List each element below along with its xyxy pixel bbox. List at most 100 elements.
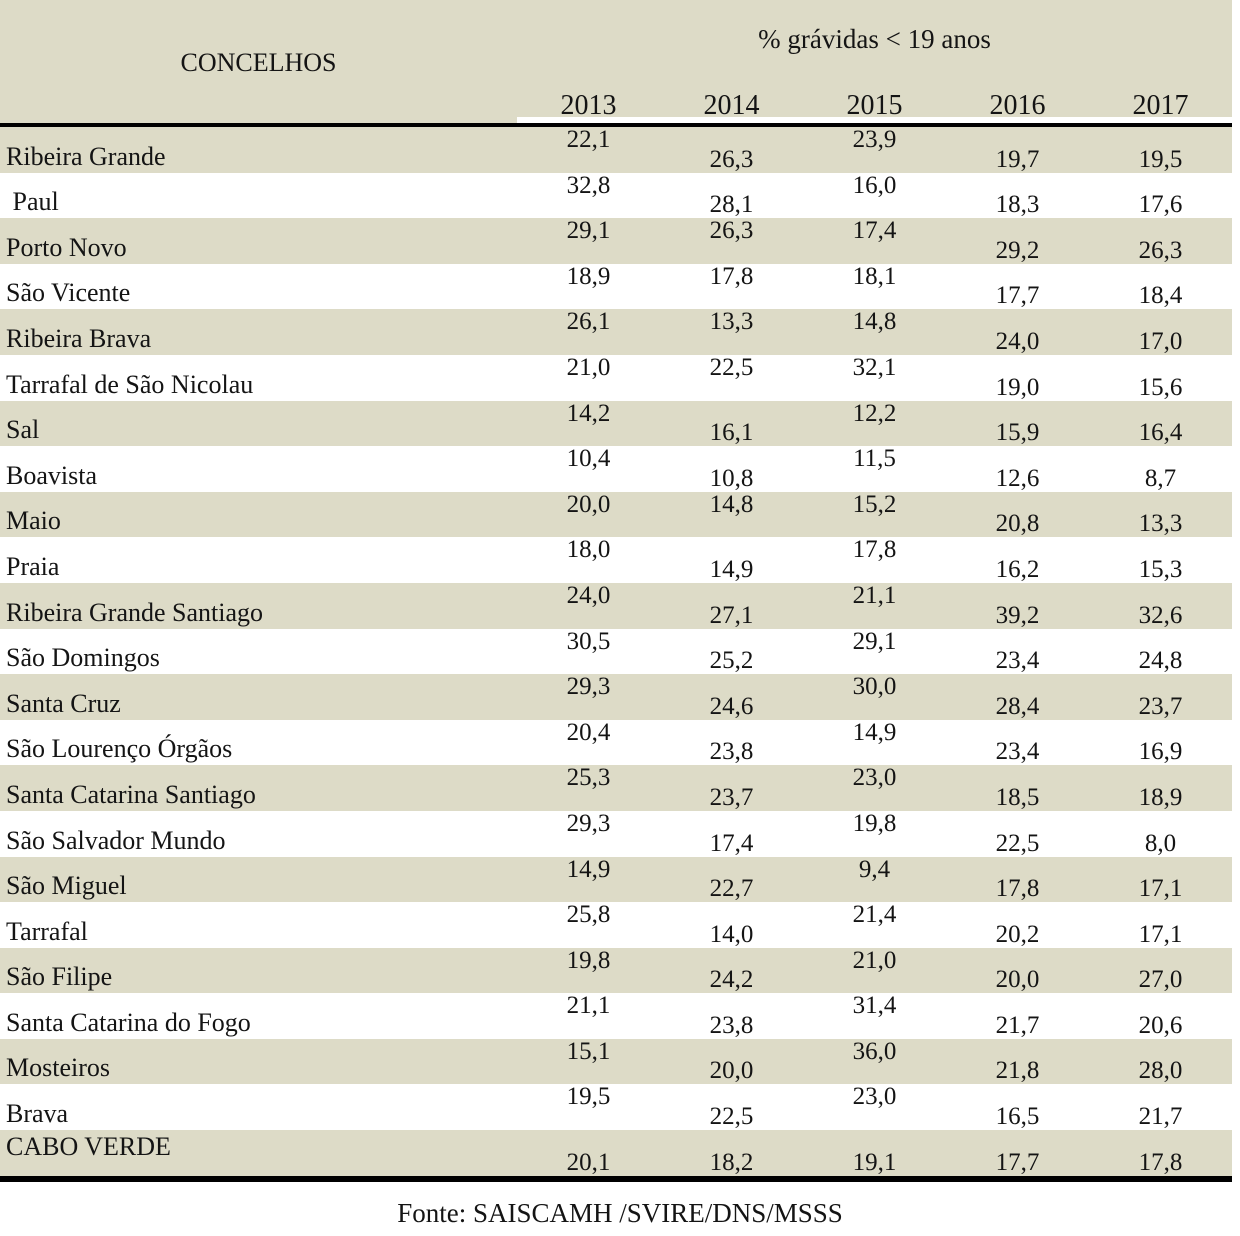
source-caption: Fonte: SAISCAMH /SVIRE/DNS/MSSS [397,1197,843,1228]
cell-value: 24,2 [709,966,754,994]
cell-value: 18,4 [1138,282,1183,310]
row-label: São Filipe [6,962,113,992]
value-cell: 20,8 [946,492,1089,538]
value-cell: 9,4 [803,857,946,903]
table-row: Ribeira Brava 26,1 13,3 14,8 24,0 17,0 [0,309,1232,355]
cell-value: 23,8 [709,738,754,766]
year-header-cell: 2014 [703,90,760,121]
table-row: Santa Catarina do Fogo 21,1 23,8 31,4 21,7 20… [0,993,1232,1039]
value-cell: 20,6 [1089,993,1232,1039]
value-cell: 36,0 [803,1039,946,1085]
row-label: Maio [6,506,61,536]
value-cell: 17,4 [660,811,803,857]
year-header-cell: 2013 [560,90,617,121]
value-cell: 15,9 [946,401,1089,447]
cell-value: 16,0 [852,171,897,199]
cell-value: 15,2 [852,490,897,518]
value-cell: 19,8 [517,948,660,994]
row-label: Boavista [6,460,97,490]
value-cell: 24,8 [1089,629,1232,675]
cell-value: 16,4 [1138,419,1183,447]
cell-value: 29,3 [566,673,611,701]
value-cell: 22,1 [517,127,660,173]
value-cell: 18,2 [660,1130,803,1176]
value-cell: 21,7 [946,993,1089,1039]
cell-value: 28,4 [995,692,1040,720]
cell-value: 29,3 [566,809,611,837]
row-label: Praia [6,551,60,581]
value-cell: 19,5 [517,1084,660,1130]
value-cell: 29,3 [517,674,660,720]
cell-value: 19,7 [995,145,1040,173]
row-label: Tarrafal [6,916,88,946]
row-label: Ribeira Grande [6,141,166,171]
value-cell: 30,0 [803,674,946,720]
cell-value: 23,0 [852,764,897,792]
row-label: São Vicente [6,278,131,308]
value-cell: 19,7 [946,127,1089,173]
value-cell: 32,6 [1089,583,1232,629]
cell-value: 8,7 [1144,464,1177,492]
row-label: Sal [6,415,40,445]
value-cell: 21,4 [803,902,946,948]
cell-value: 16,2 [995,555,1040,583]
cell-value: 14,9 [566,855,611,883]
value-cell: 26,3 [660,218,803,264]
cell-value: 18,3 [995,191,1040,219]
cell-value: 23,4 [995,647,1040,675]
cell-value: 16,5 [995,1103,1040,1131]
value-cell: 10,8 [660,446,803,492]
value-cell: 17,1 [1089,857,1232,903]
value-cell: 23,4 [946,720,1089,766]
value-cell: 26,1 [517,309,660,355]
value-cell: 20,4 [517,720,660,766]
value-cell: 21,8 [946,1039,1089,1085]
cell-value: 26,3 [1138,236,1183,264]
cell-value: 18,1 [852,262,897,290]
cell-value: 19,0 [995,373,1040,401]
cell-value: 24,6 [709,692,754,720]
cell-value: 16,1 [709,419,754,447]
cell-value: 26,3 [709,217,754,245]
value-cell: 8,0 [1089,811,1232,857]
value-cell: 17,6 [1089,173,1232,219]
cell-value: 19,1 [852,1148,897,1176]
row-label: Brava [6,1099,69,1129]
value-cell: 16,4 [1089,401,1232,447]
cell-value: 22,5 [995,829,1040,857]
value-cell: 16,9 [1089,720,1232,766]
table-header: % grávidas < 19 anos CONCELHOS 2013 2014… [0,0,1232,123]
value-cell: 14,8 [660,492,803,538]
cell-value: 20,1 [566,1148,611,1176]
value-cell: 16,0 [803,173,946,219]
cell-value: 17,7 [995,1148,1040,1176]
value-cell: 18,5 [946,765,1089,811]
value-cell: 12,2 [803,401,946,447]
cell-value: 19,5 [1138,145,1183,173]
cell-value: 36,0 [852,1037,897,1065]
cell-value: 21,0 [566,353,611,381]
value-cell: 14,9 [803,720,946,766]
value-cell: 20,0 [946,948,1089,994]
value-cell: 17,8 [660,264,803,310]
row-label: Ribeira Grande Santiago [6,597,264,627]
cell-value: 18,5 [995,783,1040,811]
value-cell: 23,7 [660,765,803,811]
value-cell: 31,4 [803,993,946,1039]
cell-value: 32,6 [1138,601,1183,629]
value-cell: 14,9 [517,857,660,903]
value-cell: 14,9 [660,537,803,583]
cell-value: 18,9 [566,262,611,290]
value-cell: 21,0 [803,948,946,994]
value-cell: 16,1 [660,401,803,447]
cell-value: 20,0 [566,490,611,518]
cell-value: 23,0 [852,1083,897,1111]
value-cell: 17,8 [1089,1130,1232,1176]
value-cell: 29,3 [517,811,660,857]
value-cell: 19,1 [803,1130,946,1176]
cell-value: 21,7 [995,1011,1040,1039]
cell-value: 21,1 [852,581,897,609]
cell-value: 29,2 [995,236,1040,264]
value-cell: 24,6 [660,674,803,720]
